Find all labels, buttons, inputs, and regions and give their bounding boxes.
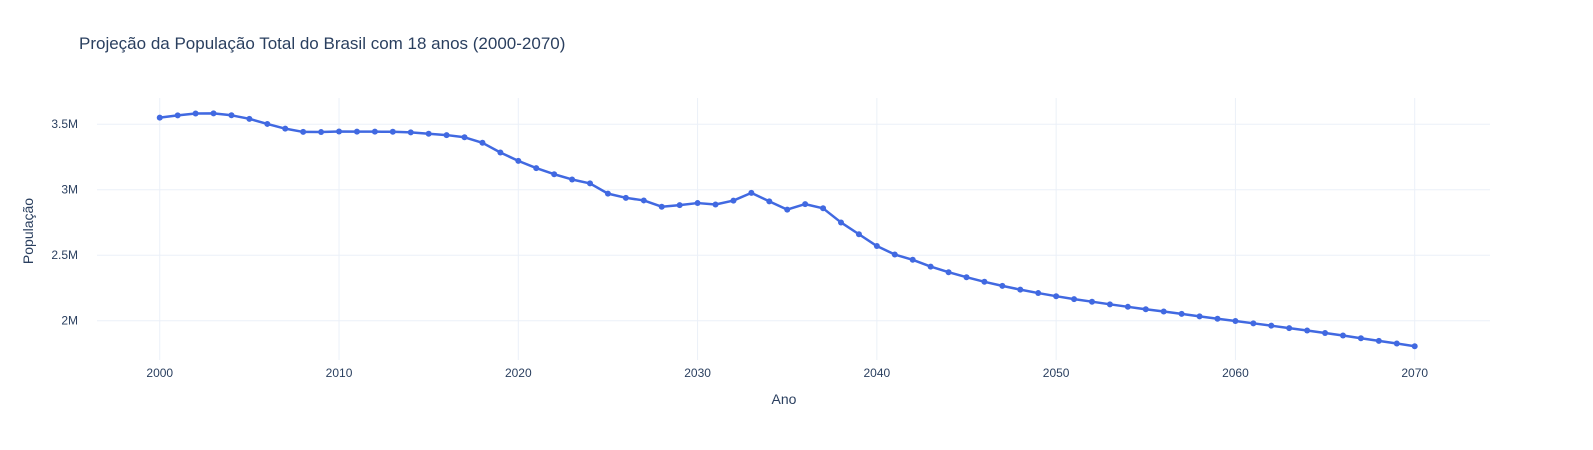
data-point[interactable] bbox=[1322, 330, 1329, 337]
data-point[interactable] bbox=[730, 197, 737, 204]
data-point[interactable] bbox=[622, 194, 629, 201]
data-point[interactable] bbox=[479, 139, 486, 146]
x-tick-label: 2040 bbox=[864, 366, 891, 380]
data-point[interactable] bbox=[1214, 315, 1221, 322]
x-axis-label: Ano bbox=[772, 391, 797, 407]
data-point[interactable] bbox=[963, 274, 970, 281]
data-point[interactable] bbox=[981, 278, 988, 285]
data-point[interactable] bbox=[1411, 343, 1418, 350]
data-point[interactable] bbox=[569, 176, 576, 183]
data-point[interactable] bbox=[246, 115, 253, 122]
data-point[interactable] bbox=[192, 110, 199, 117]
data-point[interactable] bbox=[945, 269, 952, 276]
data-point[interactable] bbox=[228, 112, 235, 119]
data-point[interactable] bbox=[1089, 298, 1095, 305]
data-point[interactable] bbox=[1142, 306, 1149, 313]
data-point[interactable] bbox=[891, 251, 898, 258]
data-point[interactable] bbox=[1304, 327, 1311, 334]
data-point[interactable] bbox=[1268, 322, 1275, 329]
data-point[interactable] bbox=[353, 128, 360, 135]
y-axis-label: População bbox=[20, 198, 36, 264]
data-point[interactable] bbox=[461, 134, 468, 141]
data-point[interactable] bbox=[174, 112, 181, 119]
data-point[interactable] bbox=[784, 206, 791, 213]
data-point[interactable] bbox=[497, 149, 504, 156]
y-tick-label: 2M bbox=[61, 314, 78, 328]
data-point[interactable] bbox=[533, 165, 540, 172]
data-point[interactable] bbox=[587, 180, 594, 187]
data-point[interactable] bbox=[551, 171, 558, 178]
data-point[interactable] bbox=[1124, 303, 1131, 310]
data-point[interactable] bbox=[999, 282, 1006, 289]
data-point[interactable] bbox=[766, 198, 773, 205]
data-point[interactable] bbox=[640, 197, 647, 204]
data-point[interactable] bbox=[694, 200, 701, 207]
data-point[interactable] bbox=[676, 202, 683, 209]
data-point[interactable] bbox=[927, 263, 934, 270]
data-point[interactable] bbox=[909, 256, 916, 263]
data-point[interactable] bbox=[802, 201, 809, 208]
data-point[interactable] bbox=[443, 132, 450, 139]
series-line bbox=[159, 112, 1415, 348]
data-point[interactable] bbox=[371, 128, 378, 135]
y-tick-label: 3.5M bbox=[51, 117, 78, 131]
data-point[interactable] bbox=[1178, 310, 1185, 317]
data-point[interactable] bbox=[1196, 313, 1203, 320]
data-point[interactable] bbox=[1017, 286, 1024, 293]
chart-title: Projeção da População Total do Brasil co… bbox=[79, 34, 565, 53]
data-point[interactable] bbox=[336, 128, 343, 135]
data-point[interactable] bbox=[604, 190, 611, 197]
data-point[interactable] bbox=[1357, 335, 1364, 342]
data-point[interactable] bbox=[873, 243, 880, 250]
data-point[interactable] bbox=[855, 231, 862, 238]
x-tick-label: 2050 bbox=[1043, 366, 1070, 380]
x-tick-label: 2000 bbox=[146, 366, 173, 380]
data-point[interactable] bbox=[1393, 340, 1400, 347]
x-axis-ticks: 2000 2010 2020 2030 2040 2050 2060 2070 bbox=[146, 366, 1428, 380]
data-point[interactable] bbox=[1106, 301, 1113, 308]
x-tick-label: 2060 bbox=[1222, 366, 1249, 380]
data-point[interactable] bbox=[1071, 296, 1078, 303]
data-point[interactable] bbox=[515, 157, 522, 164]
x-tick-label: 2030 bbox=[684, 366, 711, 380]
data-point[interactable] bbox=[1286, 325, 1293, 332]
data-point[interactable] bbox=[748, 189, 755, 196]
data-point[interactable] bbox=[1232, 317, 1239, 324]
series-population bbox=[156, 110, 1418, 350]
y-tick-label: 3M bbox=[61, 183, 78, 197]
data-point[interactable] bbox=[1160, 308, 1167, 315]
data-point[interactable] bbox=[407, 129, 414, 136]
data-point[interactable] bbox=[318, 129, 325, 136]
x-tick-label: 2010 bbox=[326, 366, 353, 380]
data-point[interactable] bbox=[820, 205, 827, 212]
data-point[interactable] bbox=[282, 125, 289, 132]
data-point[interactable] bbox=[389, 128, 396, 135]
data-point[interactable] bbox=[300, 128, 307, 135]
data-point[interactable] bbox=[1250, 320, 1257, 327]
data-point[interactable] bbox=[658, 203, 665, 210]
data-point[interactable] bbox=[1035, 290, 1042, 297]
y-tick-label: 2.5M bbox=[51, 248, 78, 262]
data-point[interactable] bbox=[156, 114, 163, 121]
data-point[interactable] bbox=[1375, 337, 1382, 344]
data-point[interactable] bbox=[210, 110, 217, 117]
data-point[interactable] bbox=[712, 201, 719, 208]
y-axis-ticks: 2M 2.5M 3M 3.5M bbox=[51, 117, 78, 328]
data-point[interactable] bbox=[1339, 332, 1346, 339]
data-point[interactable] bbox=[425, 130, 432, 137]
data-point[interactable] bbox=[838, 219, 845, 226]
x-tick-label: 2020 bbox=[505, 366, 532, 380]
data-point[interactable] bbox=[264, 120, 271, 127]
grid-lines bbox=[97, 98, 1490, 360]
x-tick-label: 2070 bbox=[1401, 366, 1428, 380]
data-point[interactable] bbox=[1053, 293, 1060, 300]
